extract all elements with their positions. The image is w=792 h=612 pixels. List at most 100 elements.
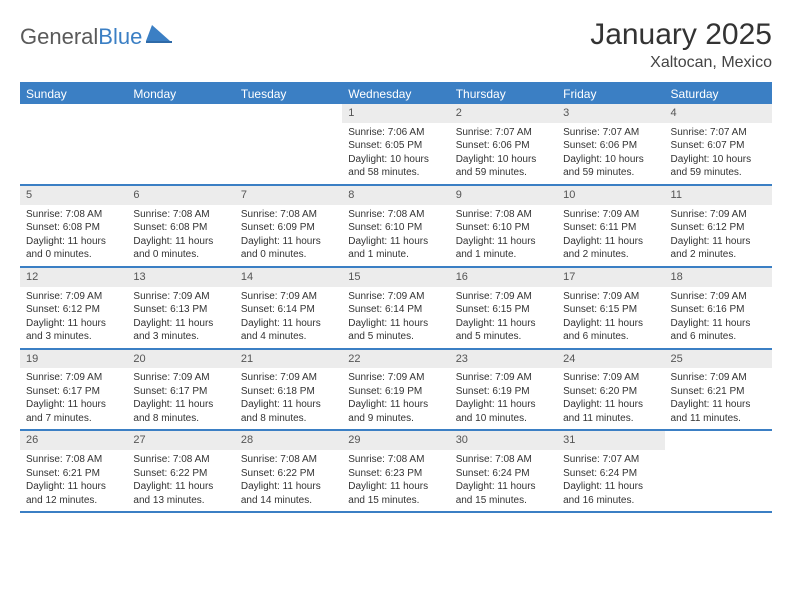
sunrise-text: Sunrise: 7:07 AM — [671, 126, 766, 140]
day-number: 29 — [342, 431, 449, 450]
day-number: 11 — [665, 186, 772, 205]
daylight-text: Daylight: 11 hours and 10 minutes. — [456, 398, 551, 425]
day-info: Sunrise: 7:09 AMSunset: 6:17 PMDaylight:… — [127, 368, 234, 429]
daylight-text: Daylight: 11 hours and 1 minute. — [456, 235, 551, 262]
day-cell: 7Sunrise: 7:08 AMSunset: 6:09 PMDaylight… — [235, 186, 342, 266]
day-number — [235, 104, 342, 121]
day-cell: 13Sunrise: 7:09 AMSunset: 6:13 PMDayligh… — [127, 268, 234, 348]
day-cell — [235, 104, 342, 184]
week-row: 12Sunrise: 7:09 AMSunset: 6:12 PMDayligh… — [20, 268, 772, 350]
sunrise-text: Sunrise: 7:09 AM — [348, 290, 443, 304]
sunset-text: Sunset: 6:13 PM — [133, 303, 228, 317]
sunset-text: Sunset: 6:08 PM — [26, 221, 121, 235]
day-cell: 21Sunrise: 7:09 AMSunset: 6:18 PMDayligh… — [235, 350, 342, 430]
daylight-text: Daylight: 11 hours and 0 minutes. — [26, 235, 121, 262]
sunset-text: Sunset: 6:12 PM — [26, 303, 121, 317]
sunset-text: Sunset: 6:17 PM — [26, 385, 121, 399]
daylight-text: Daylight: 11 hours and 6 minutes. — [671, 317, 766, 344]
day-info: Sunrise: 7:09 AMSunset: 6:21 PMDaylight:… — [665, 368, 772, 429]
sunrise-text: Sunrise: 7:09 AM — [241, 371, 336, 385]
day-number: 8 — [342, 186, 449, 205]
day-cell: 8Sunrise: 7:08 AMSunset: 6:10 PMDaylight… — [342, 186, 449, 266]
daylight-text: Daylight: 10 hours and 58 minutes. — [348, 153, 443, 180]
day-info: Sunrise: 7:08 AMSunset: 6:10 PMDaylight:… — [450, 205, 557, 266]
daylight-text: Daylight: 11 hours and 7 minutes. — [26, 398, 121, 425]
day-info: Sunrise: 7:09 AMSunset: 6:19 PMDaylight:… — [450, 368, 557, 429]
day-info: Sunrise: 7:08 AMSunset: 6:22 PMDaylight:… — [127, 450, 234, 511]
day-number: 20 — [127, 350, 234, 369]
day-info: Sunrise: 7:09 AMSunset: 6:12 PMDaylight:… — [665, 205, 772, 266]
day-number: 10 — [557, 186, 664, 205]
day-cell: 29Sunrise: 7:08 AMSunset: 6:23 PMDayligh… — [342, 431, 449, 511]
daylight-text: Daylight: 11 hours and 16 minutes. — [563, 480, 658, 507]
day-info: Sunrise: 7:08 AMSunset: 6:21 PMDaylight:… — [20, 450, 127, 511]
sunrise-text: Sunrise: 7:08 AM — [348, 453, 443, 467]
day-number: 2 — [450, 104, 557, 123]
logo-text: GeneralBlue — [20, 24, 142, 50]
day-info: Sunrise: 7:09 AMSunset: 6:12 PMDaylight:… — [20, 287, 127, 348]
day-cell: 31Sunrise: 7:07 AMSunset: 6:24 PMDayligh… — [557, 431, 664, 511]
sunset-text: Sunset: 6:22 PM — [133, 467, 228, 481]
day-number: 16 — [450, 268, 557, 287]
day-info: Sunrise: 7:08 AMSunset: 6:23 PMDaylight:… — [342, 450, 449, 511]
day-number: 26 — [20, 431, 127, 450]
daylight-text: Daylight: 11 hours and 12 minutes. — [26, 480, 121, 507]
day-cell — [665, 431, 772, 511]
day-number: 21 — [235, 350, 342, 369]
daylight-text: Daylight: 10 hours and 59 minutes. — [671, 153, 766, 180]
sunrise-text: Sunrise: 7:09 AM — [456, 371, 551, 385]
daylight-text: Daylight: 11 hours and 5 minutes. — [348, 317, 443, 344]
title-block: January 2025 Xaltocan, Mexico — [590, 18, 772, 72]
sunrise-text: Sunrise: 7:09 AM — [241, 290, 336, 304]
sunrise-text: Sunrise: 7:08 AM — [241, 208, 336, 222]
day-cell: 5Sunrise: 7:08 AMSunset: 6:08 PMDaylight… — [20, 186, 127, 266]
day-cell: 10Sunrise: 7:09 AMSunset: 6:11 PMDayligh… — [557, 186, 664, 266]
sunrise-text: Sunrise: 7:08 AM — [26, 208, 121, 222]
day-of-week: Tuesday — [235, 84, 342, 104]
day-cell: 3Sunrise: 7:07 AMSunset: 6:06 PMDaylight… — [557, 104, 664, 184]
sunset-text: Sunset: 6:19 PM — [456, 385, 551, 399]
daylight-text: Daylight: 11 hours and 15 minutes. — [456, 480, 551, 507]
day-cell: 28Sunrise: 7:08 AMSunset: 6:22 PMDayligh… — [235, 431, 342, 511]
sunset-text: Sunset: 6:20 PM — [563, 385, 658, 399]
daylight-text: Daylight: 11 hours and 9 minutes. — [348, 398, 443, 425]
day-cell: 30Sunrise: 7:08 AMSunset: 6:24 PMDayligh… — [450, 431, 557, 511]
sunset-text: Sunset: 6:06 PM — [456, 139, 551, 153]
day-number: 19 — [20, 350, 127, 369]
day-of-week: Wednesday — [342, 84, 449, 104]
sunrise-text: Sunrise: 7:09 AM — [671, 290, 766, 304]
header: GeneralBlue January 2025 Xaltocan, Mexic… — [20, 18, 772, 72]
sunset-text: Sunset: 6:24 PM — [456, 467, 551, 481]
sunset-text: Sunset: 6:15 PM — [563, 303, 658, 317]
day-cell: 9Sunrise: 7:08 AMSunset: 6:10 PMDaylight… — [450, 186, 557, 266]
daylight-text: Daylight: 11 hours and 6 minutes. — [563, 317, 658, 344]
logo: GeneralBlue — [20, 24, 172, 50]
sunset-text: Sunset: 6:21 PM — [26, 467, 121, 481]
day-cell: 14Sunrise: 7:09 AMSunset: 6:14 PMDayligh… — [235, 268, 342, 348]
day-number: 27 — [127, 431, 234, 450]
day-cell: 6Sunrise: 7:08 AMSunset: 6:08 PMDaylight… — [127, 186, 234, 266]
sunset-text: Sunset: 6:14 PM — [241, 303, 336, 317]
sunrise-text: Sunrise: 7:09 AM — [26, 290, 121, 304]
day-cell: 17Sunrise: 7:09 AMSunset: 6:15 PMDayligh… — [557, 268, 664, 348]
day-cell: 11Sunrise: 7:09 AMSunset: 6:12 PMDayligh… — [665, 186, 772, 266]
sunset-text: Sunset: 6:18 PM — [241, 385, 336, 399]
week-row: 26Sunrise: 7:08 AMSunset: 6:21 PMDayligh… — [20, 431, 772, 513]
sunrise-text: Sunrise: 7:08 AM — [241, 453, 336, 467]
sunset-text: Sunset: 6:23 PM — [348, 467, 443, 481]
sunrise-text: Sunrise: 7:07 AM — [563, 453, 658, 467]
sunset-text: Sunset: 6:12 PM — [671, 221, 766, 235]
day-number: 14 — [235, 268, 342, 287]
day-cell: 27Sunrise: 7:08 AMSunset: 6:22 PMDayligh… — [127, 431, 234, 511]
day-info: Sunrise: 7:09 AMSunset: 6:19 PMDaylight:… — [342, 368, 449, 429]
day-cell: 22Sunrise: 7:09 AMSunset: 6:19 PMDayligh… — [342, 350, 449, 430]
day-info: Sunrise: 7:08 AMSunset: 6:08 PMDaylight:… — [20, 205, 127, 266]
week-row: 5Sunrise: 7:08 AMSunset: 6:08 PMDaylight… — [20, 186, 772, 268]
day-cell: 1Sunrise: 7:06 AMSunset: 6:05 PMDaylight… — [342, 104, 449, 184]
day-of-week: Thursday — [450, 84, 557, 104]
daylight-text: Daylight: 11 hours and 5 minutes. — [456, 317, 551, 344]
day-number: 5 — [20, 186, 127, 205]
day-cell: 23Sunrise: 7:09 AMSunset: 6:19 PMDayligh… — [450, 350, 557, 430]
daylight-text: Daylight: 10 hours and 59 minutes. — [456, 153, 551, 180]
daylight-text: Daylight: 10 hours and 59 minutes. — [563, 153, 658, 180]
